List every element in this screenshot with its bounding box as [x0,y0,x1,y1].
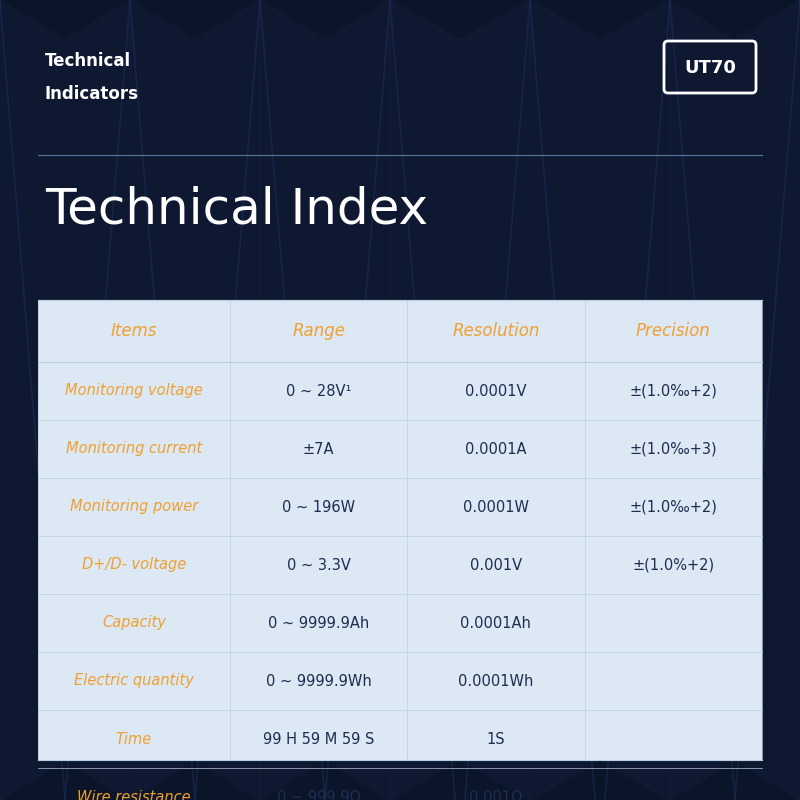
Text: Monitoring power: Monitoring power [70,499,198,514]
Polygon shape [260,0,390,800]
Text: 0.001Ω: 0.001Ω [470,790,522,800]
Text: 0.0001A: 0.0001A [465,442,526,457]
Text: 0 ~ 196W: 0 ~ 196W [282,499,355,514]
Polygon shape [130,0,260,800]
Text: Capacity: Capacity [102,615,166,630]
Text: 0.0001V: 0.0001V [465,383,526,398]
Text: 0 ~ 9999.9Wh: 0 ~ 9999.9Wh [266,674,371,689]
Text: 0.0001Ah: 0.0001Ah [461,615,531,630]
Text: 0.0001W: 0.0001W [463,499,529,514]
Text: Precision: Precision [636,322,710,340]
Text: 0 ~ 3.3V: 0 ~ 3.3V [286,558,350,573]
FancyBboxPatch shape [38,300,762,760]
Text: ±7A: ±7A [302,442,334,457]
Text: Indicators: Indicators [45,85,139,103]
Text: 0.0001Wh: 0.0001Wh [458,674,534,689]
Polygon shape [390,0,530,800]
Polygon shape [0,0,130,800]
Text: UT70: UT70 [684,59,736,77]
Text: Items: Items [110,322,157,340]
Text: Monitoring current: Monitoring current [66,442,202,457]
Text: ±(1.0‰+2): ±(1.0‰+2) [630,383,718,398]
Text: ±(1.0‰+2): ±(1.0‰+2) [630,499,718,514]
Text: 0 ~ 999.9Ω: 0 ~ 999.9Ω [277,790,360,800]
Text: 0.001V: 0.001V [470,558,522,573]
Text: Wire resistance: Wire resistance [77,790,190,800]
Polygon shape [670,0,800,800]
Polygon shape [530,0,670,800]
Text: 1S: 1S [486,731,506,746]
Text: Resolution: Resolution [452,322,540,340]
Text: Time: Time [116,731,152,746]
Text: 0 ~ 9999.9Ah: 0 ~ 9999.9Ah [268,615,369,630]
Text: Technical Index: Technical Index [45,185,428,233]
Text: Monitoring voltage: Monitoring voltage [65,383,203,398]
Text: D+/D- voltage: D+/D- voltage [82,558,186,573]
Text: Range: Range [292,322,345,340]
Text: 0 ~ 28V¹: 0 ~ 28V¹ [286,383,351,398]
Text: Electric quantity: Electric quantity [74,674,194,689]
Text: Technical: Technical [45,52,131,70]
Text: ±(1.0%+2): ±(1.0%+2) [632,558,714,573]
Text: 99 H 59 M 59 S: 99 H 59 M 59 S [263,731,374,746]
Text: ±(1.0‰+3): ±(1.0‰+3) [630,442,717,457]
